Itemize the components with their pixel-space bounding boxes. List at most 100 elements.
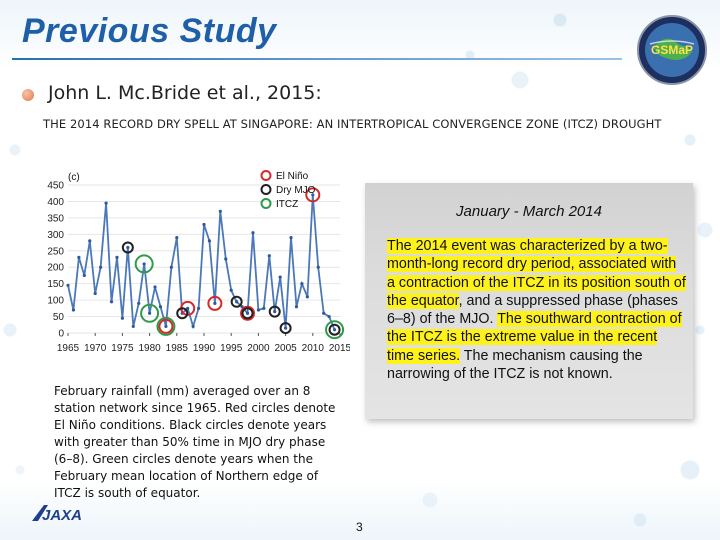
data-point <box>202 222 206 227</box>
legend-marker <box>260 198 272 209</box>
y-tick-label: 450 <box>47 181 64 192</box>
legend-label: El Niño <box>276 171 309 182</box>
data-point <box>322 311 326 315</box>
data-point <box>175 236 179 240</box>
gsmap-logo: GSMaP <box>637 15 707 85</box>
x-tick-label: 1980 <box>138 343 161 354</box>
data-point <box>82 273 86 278</box>
textbox-body: The 2014 event was characterized by a tw… <box>387 237 687 383</box>
data-point <box>153 285 157 289</box>
el-nino-circle <box>240 305 256 321</box>
y-tick-label: 100 <box>47 296 64 307</box>
data-point <box>164 324 168 329</box>
data-point <box>186 306 190 310</box>
data-point <box>126 245 130 250</box>
y-tick-label: 350 <box>47 213 64 224</box>
data-point <box>289 236 293 240</box>
body-text: , and a suppressed phase (phases 6–8) of… <box>387 292 678 328</box>
data-point <box>88 239 92 243</box>
dry-mjo-circle <box>176 307 189 320</box>
data-point <box>267 254 271 258</box>
textbox-heading: January - March 2014 <box>456 203 602 220</box>
legend-marker <box>260 184 272 195</box>
x-tick-label: 1995 <box>220 343 243 354</box>
el-nino-circle <box>207 295 223 311</box>
el-nino-circle <box>305 187 321 203</box>
bullet-icon <box>22 89 34 101</box>
data-point <box>278 275 282 279</box>
y-tick-label: 250 <box>47 246 64 257</box>
x-tick-label: 1975 <box>111 343 134 354</box>
data-point <box>109 300 114 304</box>
y-tick-label: 50 <box>53 312 65 323</box>
data-point <box>229 288 233 292</box>
legend-label: ITCZ <box>276 199 298 210</box>
y-tick-label: 0 <box>58 329 64 340</box>
data-point <box>316 265 320 269</box>
data-point <box>207 239 212 243</box>
data-point <box>104 201 108 205</box>
data-point <box>142 262 146 266</box>
x-tick-label: 2015 <box>329 343 350 354</box>
data-point <box>284 326 288 330</box>
data-point <box>66 283 70 287</box>
logo-text: GSMaP <box>651 43 693 57</box>
itcz-circle <box>156 316 176 336</box>
data-point <box>93 291 97 296</box>
data-point <box>218 209 222 213</box>
slide-title: Previous Study <box>22 12 277 50</box>
x-tick-label: 2005 <box>274 343 297 354</box>
y-tick-label: 200 <box>47 263 64 274</box>
data-point <box>120 316 124 320</box>
data-point <box>235 300 239 304</box>
body-text: The mechanism causing the narrowing of t… <box>387 347 643 383</box>
dry-mjo-circle <box>268 305 281 318</box>
y-tick-label: 400 <box>47 197 64 208</box>
data-point <box>262 306 266 310</box>
data-point <box>273 310 277 314</box>
data-point <box>256 308 260 312</box>
jaxa-logo-text: JAXA <box>42 507 82 524</box>
data-point <box>213 301 217 305</box>
rainfall-line <box>67 194 336 331</box>
panel-label: (c) <box>68 172 80 183</box>
data-point <box>158 305 163 309</box>
x-tick-label: 2010 <box>302 343 325 354</box>
highlight-circles <box>121 187 345 340</box>
data-point <box>137 301 141 305</box>
reference-author: John L. Mc.Bride et al., 2015: <box>48 82 322 104</box>
page-number: 3 <box>356 520 363 534</box>
data-point <box>99 265 103 269</box>
y-axis-ticks: 0 50 100 150 200 250 300 350 400 450 <box>47 181 64 340</box>
el-nino-circle <box>158 318 174 334</box>
data-point <box>311 193 315 197</box>
reference-paper-title: THE 2014 RECORD DRY SPELL AT SINGAPORE: … <box>43 117 662 131</box>
data-point <box>327 314 331 319</box>
dry-mjo-circle <box>241 307 254 320</box>
data-point <box>196 306 201 310</box>
data-point <box>131 324 135 329</box>
data-point <box>224 257 228 261</box>
data-point <box>300 282 304 286</box>
data-point <box>71 308 76 312</box>
itcz-circle <box>325 320 345 340</box>
data-point <box>77 255 81 259</box>
data-point <box>245 311 250 315</box>
x-tick-label: 1985 <box>166 343 189 354</box>
y-tick-label: 150 <box>47 279 64 290</box>
data-point <box>294 305 299 309</box>
legend-marker <box>260 170 272 181</box>
itcz-circle <box>140 303 160 323</box>
x-tick-label: 1965 <box>57 343 80 354</box>
data-point <box>332 328 337 332</box>
dry-mjo-circle <box>230 295 243 308</box>
x-tick-label: 1970 <box>84 343 107 354</box>
itcz-circle <box>134 254 154 274</box>
legend-label: Dry MJO <box>276 185 316 196</box>
rainfall-chart: 0 50 100 150 200 250 300 350 400 450 1965 1970 1975… <box>30 165 350 360</box>
data-point <box>305 295 309 299</box>
data-point <box>148 311 152 315</box>
figure-caption: February rainfall (mm) averaged over an … <box>54 384 336 500</box>
jaxa-logo: JAXA <box>32 505 82 524</box>
data-point <box>251 231 255 235</box>
